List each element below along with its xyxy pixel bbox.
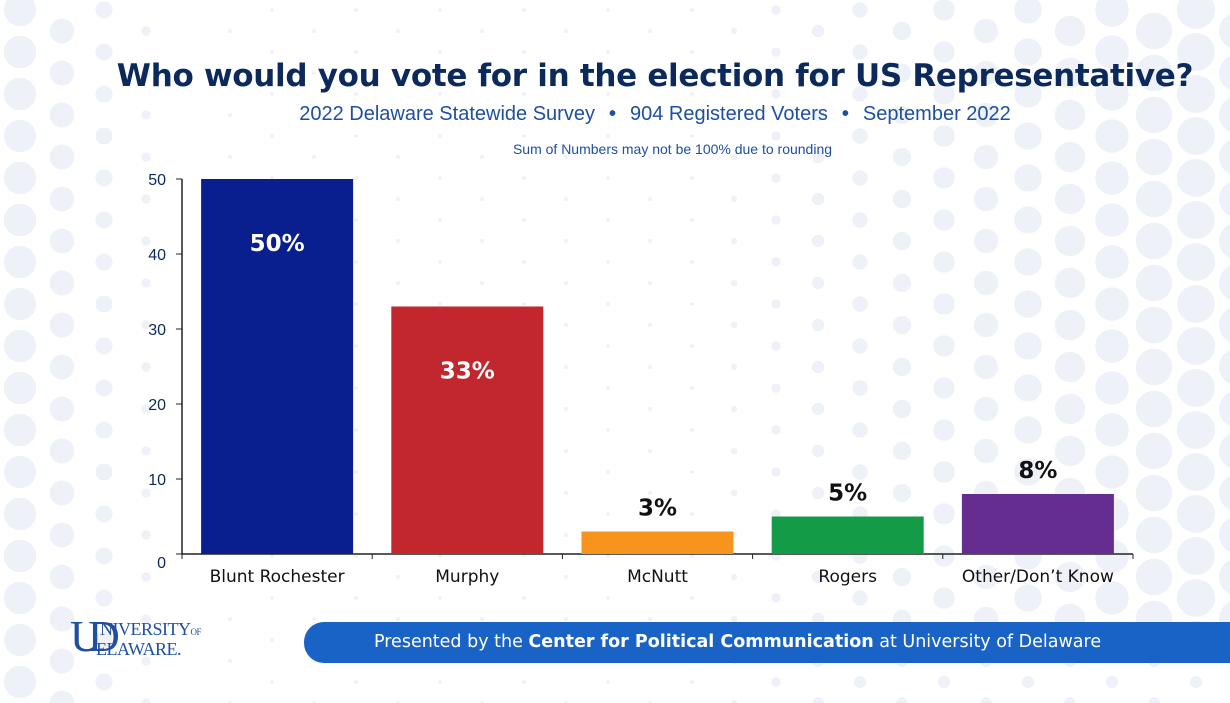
bar-value-label: 5% (828, 481, 867, 507)
y-tick-label: 10 (148, 472, 166, 489)
bar-value-label: 8% (1018, 458, 1057, 484)
category-label: Other/Don’t Know (962, 567, 1114, 587)
subtitle-separator: • (841, 103, 849, 125)
banner-prefix: Presented by the (374, 632, 529, 652)
bar-value-label: 3% (638, 496, 677, 522)
subtitle-separator: • (608, 103, 616, 125)
chart-subtitle: 2022 Delaware Statewide Survey • 904 Regis… (0, 103, 1230, 126)
logo-text-delaware: ELAWARE. (96, 639, 182, 659)
bar-value-label: 33% (440, 359, 495, 385)
category-label: Rogers (818, 567, 877, 587)
logo-text-university: NIVERSITYOF (100, 619, 202, 639)
subtitle-date: September 2022 (862, 103, 1011, 125)
y-tick-label: 0 (157, 555, 166, 572)
y-tick-label: 40 (148, 247, 166, 264)
bar (581, 531, 734, 554)
bar (201, 179, 354, 554)
y-tick-label: 20 (148, 397, 166, 414)
rounding-note: Sum of Numbers may not be 100% due to ro… (512, 141, 833, 157)
subtitle-sample: 904 Registered Voters (629, 103, 828, 125)
category-label: Blunt Rochester (210, 567, 345, 587)
y-tick-label: 50 (148, 172, 166, 189)
presenter-banner: Presented by the Center for Political Co… (304, 622, 1230, 663)
bar (771, 516, 924, 554)
category-label: McNutt (627, 567, 688, 587)
subtitle-survey: 2022 Delaware Statewide Survey (299, 103, 595, 125)
chart-title: Who would you vote for in the election f… (116, 58, 1194, 94)
y-tick-label: 30 (148, 322, 166, 339)
bar-value-label: 50% (250, 231, 305, 257)
logo-letter-d: D (88, 612, 120, 661)
bar (961, 494, 1114, 554)
logo-letter-u: U (70, 612, 102, 661)
category-label: Murphy (435, 567, 499, 587)
bar (391, 306, 544, 554)
university-logo: U D NIVERSITYOF ELAWARE. (70, 615, 220, 675)
banner-suffix: at University of Delaware (873, 632, 1102, 652)
banner-center-name: Center for Political Communication (528, 632, 874, 652)
